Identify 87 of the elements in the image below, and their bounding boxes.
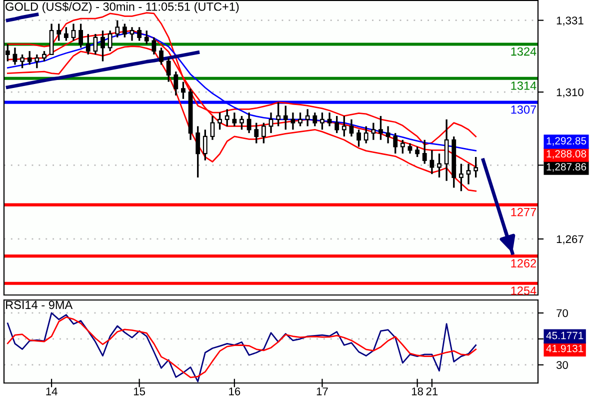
candlestick bbox=[232, 112, 237, 128]
candlestick bbox=[364, 125, 368, 144]
x-tick-label: 16 bbox=[229, 387, 240, 396]
candlestick bbox=[458, 162, 464, 192]
candlestick bbox=[12, 46, 18, 66]
line-series bbox=[6, 50, 200, 90]
candlestick bbox=[400, 139, 405, 154]
candlestick bbox=[42, 50, 46, 62]
candlestick bbox=[430, 149, 434, 175]
ref-line-label: 1254 bbox=[511, 286, 536, 295]
y-tick-label: 1,310 bbox=[556, 88, 584, 98]
candlestick bbox=[466, 162, 471, 186]
candlestick bbox=[78, 22, 84, 48]
candlestick bbox=[144, 30, 149, 46]
candlestick bbox=[49, 22, 54, 56]
candlestick bbox=[474, 156, 478, 178]
text: 1,288.08 bbox=[546, 150, 586, 159]
candlestick bbox=[100, 30, 105, 62]
y-tick-label: 1,267 bbox=[556, 235, 584, 244]
candlestick bbox=[298, 112, 302, 128]
candlestick bbox=[305, 108, 310, 128]
candlestick bbox=[444, 118, 449, 182]
candlestick bbox=[393, 132, 398, 154]
candlestick bbox=[283, 104, 288, 130]
chart-title: RSI14 - 9MA bbox=[6, 300, 73, 310]
ref-line-label: 1314 bbox=[511, 81, 536, 90]
candlestick bbox=[371, 122, 376, 141]
candlestick bbox=[122, 22, 127, 38]
candlestick bbox=[240, 115, 244, 130]
candlestick bbox=[422, 139, 427, 165]
candlestick bbox=[349, 118, 354, 138]
candlestick bbox=[276, 101, 281, 128]
x-tick-label: 21 bbox=[426, 387, 438, 396]
text: 1,287.86 bbox=[546, 163, 586, 172]
candlestick bbox=[386, 125, 390, 144]
candlestick bbox=[312, 112, 318, 128]
candlestick bbox=[108, 30, 112, 52]
ref-line-label: 1307 bbox=[511, 105, 536, 114]
candlestick bbox=[268, 112, 274, 134]
ref-line-label: 1324 bbox=[511, 47, 536, 56]
x-tick-label: 14 bbox=[46, 388, 58, 396]
y-tick-label: 70 bbox=[556, 309, 568, 318]
candlestick bbox=[166, 57, 171, 83]
candlestick bbox=[327, 112, 332, 128]
y-tick-label: 1,331 bbox=[556, 16, 584, 26]
candlestick bbox=[152, 36, 156, 56]
candlestick bbox=[130, 26, 134, 42]
candlestick bbox=[320, 112, 324, 130]
ref-line-label: 1277 bbox=[511, 208, 536, 216]
candlestick bbox=[408, 142, 412, 154]
candlestick bbox=[196, 125, 200, 178]
chart-title: GOLD (US$/OZ) - 30min - 11:05:51 (UTC+1) bbox=[6, 2, 239, 14]
candlestick bbox=[415, 146, 420, 158]
candlestick bbox=[254, 122, 259, 144]
x-tick-label: 18 bbox=[412, 387, 423, 396]
ref-line-label: 1262 bbox=[511, 259, 536, 268]
candlestick bbox=[437, 152, 442, 178]
candlestick bbox=[378, 115, 383, 141]
candlestick bbox=[174, 70, 178, 96]
candlestick bbox=[34, 54, 40, 69]
x-tick-label: 17 bbox=[316, 388, 328, 396]
x-tick-label: 15 bbox=[134, 388, 146, 396]
candlestick bbox=[115, 19, 120, 38]
candlestick bbox=[224, 108, 230, 128]
candlestick bbox=[181, 80, 186, 100]
candlestick bbox=[218, 112, 222, 130]
candlestick bbox=[261, 122, 266, 144]
candlestick bbox=[71, 22, 76, 42]
candlestick bbox=[137, 26, 142, 42]
candlestick bbox=[202, 128, 208, 162]
candlestick bbox=[20, 54, 24, 69]
text: 1,292.85 bbox=[546, 137, 586, 146]
candlestick bbox=[334, 115, 340, 134]
candlestick bbox=[56, 22, 62, 42]
candlestick bbox=[356, 128, 361, 148]
text: 45.1771 bbox=[546, 332, 584, 340]
candlestick bbox=[246, 112, 252, 134]
candlestick bbox=[290, 112, 296, 130]
candlestick bbox=[159, 46, 164, 66]
candlestick bbox=[64, 26, 68, 42]
text: 41.9131 bbox=[546, 344, 584, 352]
candlestick bbox=[342, 115, 346, 138]
candlestick bbox=[86, 33, 90, 56]
candlestick bbox=[210, 115, 215, 141]
candlestick bbox=[93, 33, 98, 56]
candlestick bbox=[27, 50, 32, 66]
y-tick-label: 30 bbox=[556, 361, 568, 369]
